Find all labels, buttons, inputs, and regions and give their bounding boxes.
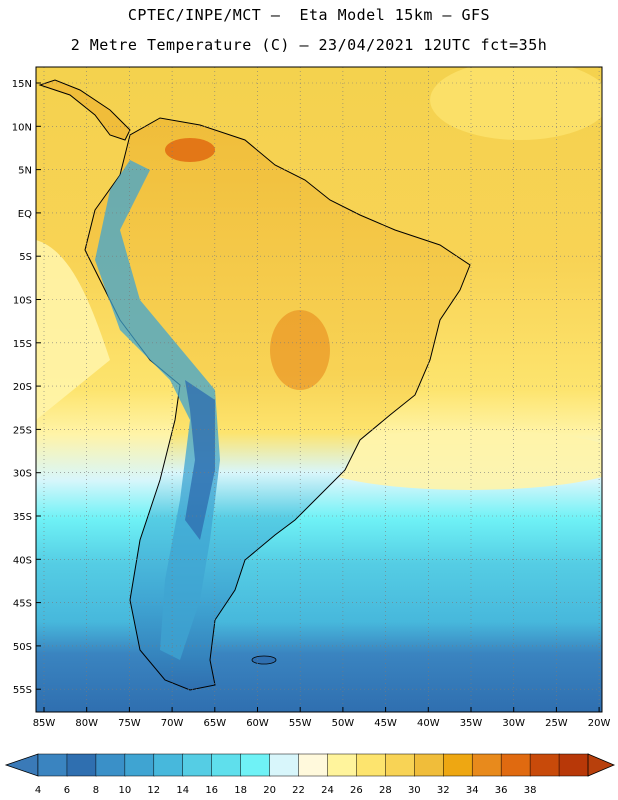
colorbar-swatch <box>529 753 560 777</box>
lon-label: 40W <box>417 718 440 729</box>
lat-label: 35S <box>13 512 32 523</box>
lat-label: 25S <box>13 425 32 436</box>
colorbar-tick-label: 12 <box>147 785 160 796</box>
lat-label: 40S <box>13 555 32 566</box>
colorbar-right-cap <box>587 753 616 777</box>
lon-label: 20W <box>588 718 611 729</box>
colorbar <box>4 753 616 777</box>
colorbar-swatch <box>37 753 68 777</box>
lon-label: 55W <box>289 718 312 729</box>
colorbar-tick-label: 32 <box>437 785 450 796</box>
chart-title-line2: 2 Metre Temperature (C) – 23/04/2021 12U… <box>70 36 548 54</box>
colorbar-tick-label: 36 <box>495 785 508 796</box>
lon-label: 70W <box>161 718 184 729</box>
map-frame <box>35 66 603 713</box>
lon-label: 50W <box>332 718 355 729</box>
colorbar-swatch <box>298 753 329 777</box>
colorbar-left-cap <box>4 753 39 777</box>
colorbar-swatch <box>327 753 358 777</box>
lat-label: 5S <box>19 252 32 263</box>
colorbar-tick-label: 8 <box>93 785 99 796</box>
colorbar-tick-label: 38 <box>524 785 537 796</box>
colorbar-tick-label: 24 <box>321 785 334 796</box>
lat-label: 5N <box>18 166 32 177</box>
hotspot-venezuela <box>165 138 215 162</box>
colorbar-tick-label: 28 <box>379 785 392 796</box>
falkland-islands <box>251 655 277 665</box>
colorbar-swatch <box>414 753 445 777</box>
lon-label: 80W <box>75 718 98 729</box>
warm-anomaly-north-atlantic <box>430 67 602 140</box>
lat-label: 45S <box>13 599 32 610</box>
colorbar-swatch <box>269 753 300 777</box>
colorbar-swatch <box>443 753 473 777</box>
colorbar-tick-label: 6 <box>64 785 70 796</box>
colorbar-tick-label: 10 <box>118 785 131 796</box>
colorbar-swatch <box>385 753 416 777</box>
colorbar-tick-label: 20 <box>263 785 276 796</box>
colorbar-swatch <box>153 753 184 777</box>
central-america-land <box>38 79 131 141</box>
colorbar-swatch <box>95 753 126 777</box>
lon-label: 30W <box>502 718 525 729</box>
lat-label: 30S <box>13 469 32 480</box>
lat-label: 15N <box>12 79 32 90</box>
lon-label: 85W <box>33 718 56 729</box>
colorbar-swatch <box>240 753 271 777</box>
lat-label: 10N <box>12 122 32 133</box>
lat-label: 20S <box>13 382 32 393</box>
lon-label: 65W <box>203 718 226 729</box>
colorbar-swatch <box>211 753 242 777</box>
lat-label: 15S <box>13 339 32 350</box>
colorbar-labels: 4 6 8 10 12 14 16 18 20 22 24 26 28 30 32 34 36 38 <box>35 785 537 796</box>
colorbar-swatch <box>500 753 531 777</box>
lat-label: 50S <box>13 642 32 653</box>
lon-label: 35W <box>460 718 483 729</box>
colorbar-swatch <box>182 753 213 777</box>
colorbar-tick-label: 18 <box>234 785 247 796</box>
lon-label: 45W <box>374 718 397 729</box>
lon-label: 75W <box>118 718 141 729</box>
colorbar-swatch <box>356 753 387 777</box>
lat-label: EQ <box>18 209 32 220</box>
latitude-axis: 15N 10N 5N EQ 5S 10S 15S 20S 25S 30S 35S 40S 45S 50S 5… <box>12 79 41 696</box>
colorbar-swatch <box>66 753 97 777</box>
andes-cold-strip <box>95 160 220 660</box>
colorbar-tick-label: 22 <box>292 785 305 796</box>
colorbar-tick-label: 16 <box>205 785 218 796</box>
lon-label: 25W <box>545 718 568 729</box>
colorbar-tick-label: 26 <box>350 785 363 796</box>
lon-label: 60W <box>246 718 269 729</box>
pale-band-south-atlantic <box>310 430 602 490</box>
colorbar-swatch <box>471 753 502 777</box>
colorbar-tick-label: 30 <box>408 785 421 796</box>
colorbar-swatch <box>124 753 155 777</box>
lat-label: 10S <box>13 296 32 307</box>
lat-label: 55S <box>13 685 32 696</box>
pacific-cool-tongue <box>36 240 110 420</box>
colorbar-tick-label: 34 <box>466 785 479 796</box>
longitude-axis: 85W 80W 75W 70W 65W 60W 55W 50W 45W 40W 35W 30W 25W 2… <box>33 707 611 729</box>
hotspot-brazil-interior <box>270 310 330 390</box>
andes-coldest-core <box>185 380 215 540</box>
colorbar-tick-label: 14 <box>176 785 189 796</box>
colorbar-tick-label: 4 <box>35 785 41 796</box>
chart-title-line1: CPTEC/INPE/MCT – Eta Model 15km – GFS <box>127 6 491 24</box>
colorbar-swatch <box>558 753 589 777</box>
